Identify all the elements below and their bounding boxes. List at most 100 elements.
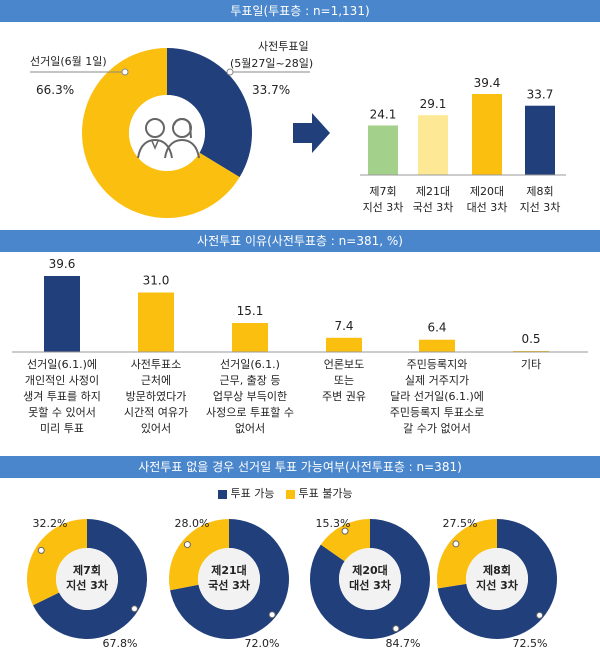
trend-category-label: 국선 3차	[412, 201, 454, 214]
reason-bar-value: 6.4	[427, 321, 446, 335]
donut-value-impossible: 32.2%	[32, 517, 68, 530]
reason-category-label: 있어서	[140, 422, 172, 435]
reason-bar-value: 7.4	[334, 319, 353, 333]
trend-bar-value: 29.1	[420, 97, 447, 111]
donut-center	[466, 548, 528, 610]
reason-category-label: 주변 권유	[322, 390, 366, 403]
pie-slice	[82, 48, 240, 218]
pie-value-election-day: 66.3%	[36, 83, 75, 97]
right-arrow-icon	[293, 113, 330, 153]
legend-label-possible: 투표 가능	[230, 487, 275, 500]
turnout-pie	[82, 48, 253, 218]
reason-category-label: 달라 선거일(6.1.)에	[390, 390, 484, 403]
reason-category-label: 방문하였다가	[125, 390, 187, 403]
donut-value-possible: 84.7%	[385, 637, 421, 650]
trend-category-label: 대선 3차	[466, 201, 508, 214]
reason-category-label: 실제 거주지가	[404, 374, 470, 387]
reason-category-label: 주민등록지와	[406, 358, 468, 371]
reason-category-label: 언론보도	[323, 358, 365, 371]
donut-value-possible: 67.8%	[102, 637, 138, 650]
trend-bar	[418, 115, 448, 175]
reason-bar-value: 15.1	[237, 304, 264, 318]
donut-center-label: 지선 3차	[476, 579, 518, 592]
reason-category-label: 못할 수 있어서	[28, 406, 96, 419]
donut-value-impossible: 15.3%	[315, 517, 351, 530]
trend-category-label: 제21대	[415, 185, 451, 198]
donut-center	[198, 548, 260, 610]
donut-value-possible: 72.0%	[244, 637, 280, 650]
donut-value-possible: 72.5%	[512, 637, 548, 650]
donut-dot-possible	[130, 605, 138, 613]
donut-center-label: 제21대	[211, 564, 247, 577]
reason-category-label: 근무, 출장 등	[219, 374, 281, 387]
donut-slice-possible	[437, 519, 558, 640]
donut-slice-impossible	[27, 519, 88, 606]
donut-dot-impossible	[452, 540, 460, 548]
donut-slice-impossible	[320, 519, 370, 562]
donut-center-label: 지선 3차	[66, 579, 108, 592]
trend-bar-value: 24.1	[370, 107, 397, 121]
two-voters-icon	[137, 118, 200, 159]
pie-label-early-vote-line1: 사전투표일	[258, 40, 309, 53]
reason-category-label: 생겨 투표를 하지	[23, 390, 101, 403]
reason-category-label: 업무상 부득이한	[212, 390, 288, 403]
reason-bar-chart: 39.6 31.0 15.1 7.4 6.4 0.5	[12, 257, 588, 353]
reason-category-label: 근처에	[140, 374, 172, 387]
reason-bar	[44, 276, 80, 352]
reason-category-label: 또는	[333, 374, 355, 387]
donut-slice-possible	[310, 519, 430, 640]
donut-center-label: 제7회	[73, 564, 101, 577]
reason-category-label: 사정으로 투표할 수	[206, 406, 294, 419]
pie-slice	[167, 48, 253, 178]
reason-bar-value: 31.0	[143, 274, 170, 288]
pie-label-early-vote-line2: (5월27일~28일)	[230, 57, 314, 70]
donut-value-impossible: 28.0%	[174, 517, 210, 530]
section1-header: 투표일(투표층 : n=1,131)	[0, 0, 600, 22]
donut-dot-possible	[392, 625, 400, 633]
reason-category-label: 갈 수가 없어서	[403, 422, 471, 435]
legend-label-impossible: 투표 불가능	[298, 487, 353, 500]
donut-dot-impossible	[37, 546, 45, 554]
donut-center-label: 국선 3차	[208, 579, 250, 592]
donut-slice-possible	[170, 519, 289, 639]
section2-chart: 39.6 31.0 15.1 7.4 6.4 0.5	[12, 257, 588, 353]
reason-category-label: 없어서	[234, 422, 266, 435]
donut-dot-impossible	[341, 527, 349, 535]
donut-slice-impossible	[437, 519, 497, 589]
trend-bar	[368, 125, 398, 175]
donut-dot-impossible	[183, 541, 191, 549]
trend-category-label: 제8회	[526, 185, 554, 198]
trend-category-label: 제7회	[369, 185, 397, 198]
section3-header: 사전투표 없을 경우 선거일 투표 가능여부(사전투표층 : n=381)	[0, 456, 600, 478]
section1-chart: 24.1 29.1 39.4 33.7	[30, 48, 566, 218]
reason-category-label: 미리 투표	[40, 422, 84, 435]
leader-dot-election-day	[121, 68, 129, 76]
reason-category-label: 시간적 여유가	[123, 406, 189, 419]
reason-category-label: 선거일(6.1.)	[220, 358, 280, 371]
trend-category-label: 제20대	[469, 185, 505, 198]
donut-center-label: 제20대	[352, 564, 388, 577]
reason-bar-value: 0.5	[521, 332, 540, 346]
donut-center	[56, 548, 118, 610]
reason-category-label: 사전투표소	[130, 358, 182, 371]
donut-dot-possible	[268, 611, 276, 619]
trend-bar-value: 33.7	[527, 88, 554, 102]
reason-bar	[232, 323, 268, 352]
trend-bar	[472, 94, 502, 175]
pie-value-early-vote: 33.7%	[252, 83, 291, 97]
trend-bar-chart: 24.1 29.1 39.4 33.7	[360, 76, 566, 176]
reason-category-label: 선거일(6.1.)에	[26, 358, 98, 371]
donut-dot-possible	[536, 611, 544, 619]
donut-center-label: 제8회	[483, 564, 511, 577]
legend-swatch-impossible	[285, 489, 295, 499]
legend: 투표 가능 투표 불가능	[218, 485, 353, 501]
trend-category-label: 지선 3차	[519, 201, 561, 214]
leader-dot-early-vote	[226, 68, 234, 76]
pie-label-election-day: 선거일(6월 1일)	[30, 55, 107, 68]
donut-center-label: 대선 3차	[349, 579, 391, 592]
donut-charts	[27, 519, 558, 640]
pie-hole	[129, 95, 205, 171]
reason-category-label: 기타	[520, 358, 542, 371]
reason-bar	[326, 337, 362, 352]
